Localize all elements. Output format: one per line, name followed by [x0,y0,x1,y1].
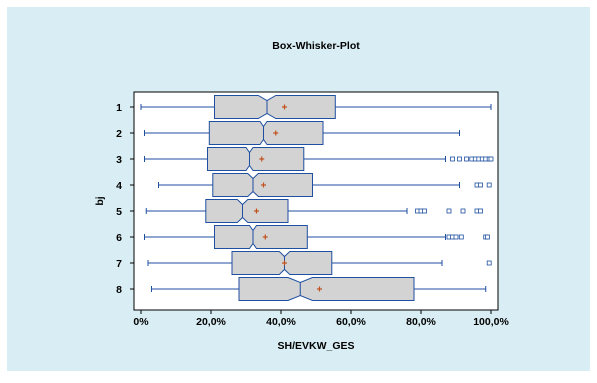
chart-title: Box-Whisker-Plot [272,40,360,52]
axis-ticks: 0% 20,0% 40,0% 60,0% 80,0% 100,0% [130,106,509,328]
category-label: 8 [116,284,122,296]
outlier-point [478,208,483,214]
outlier-point [464,156,469,162]
x-tick-label: 0% [133,316,149,328]
outlier-point [453,234,459,240]
outlier-point [446,208,452,214]
mean-marker [317,286,322,292]
outlier-point [460,208,466,214]
y-axis-label: bj [94,196,106,205]
box-group-5: 5 [116,199,483,223]
notched-box [207,147,305,171]
category-label: 1 [116,102,122,114]
x-tick-label: 80,0% [406,316,436,328]
mean-marker [254,208,259,214]
category-label: 3 [116,154,122,166]
x-axis-label: SH/EVKW_GES [277,340,354,352]
mean-marker [282,260,287,266]
outlier-point [450,156,455,162]
outlier-point [458,234,464,240]
outlier-point [486,182,492,188]
outlier-point [485,234,490,240]
x-tick-label: 40,0% [266,316,296,328]
category-label: 6 [116,232,122,244]
x-tick-label: 20,0% [196,316,226,328]
category-label: 5 [116,206,122,218]
outlier-point [422,208,427,214]
box-group-3: 3 [116,147,494,171]
outlier-point [486,260,492,266]
x-tick-label: 100,0% [473,316,509,328]
outlier-point [478,182,483,188]
mean-marker [259,156,265,162]
outlier-point [457,156,462,162]
category-label: 4 [116,180,122,192]
outlier-point [488,156,494,162]
notched-box [214,95,336,119]
category-label: 2 [116,128,122,140]
box-group-7: 7 [116,251,492,275]
box-groups: 1 2 3 4 5 6 7 8 [116,95,494,301]
category-label: 7 [116,258,122,270]
x-tick-label: 60,0% [336,316,366,328]
mean-marker [282,104,287,110]
notched-box [208,121,324,145]
box-group-1: 1 [116,95,492,119]
notched-box [214,225,308,249]
box-group-8: 8 [116,277,487,301]
notched-box [231,251,333,275]
box-group-6: 6 [116,225,490,249]
box-group-4: 4 [116,173,492,197]
mean-marker [273,130,279,136]
notched-box [205,199,289,223]
mean-marker [262,234,268,240]
box-group-2: 2 [116,121,460,145]
mean-marker [261,182,266,188]
notched-box [238,277,415,301]
